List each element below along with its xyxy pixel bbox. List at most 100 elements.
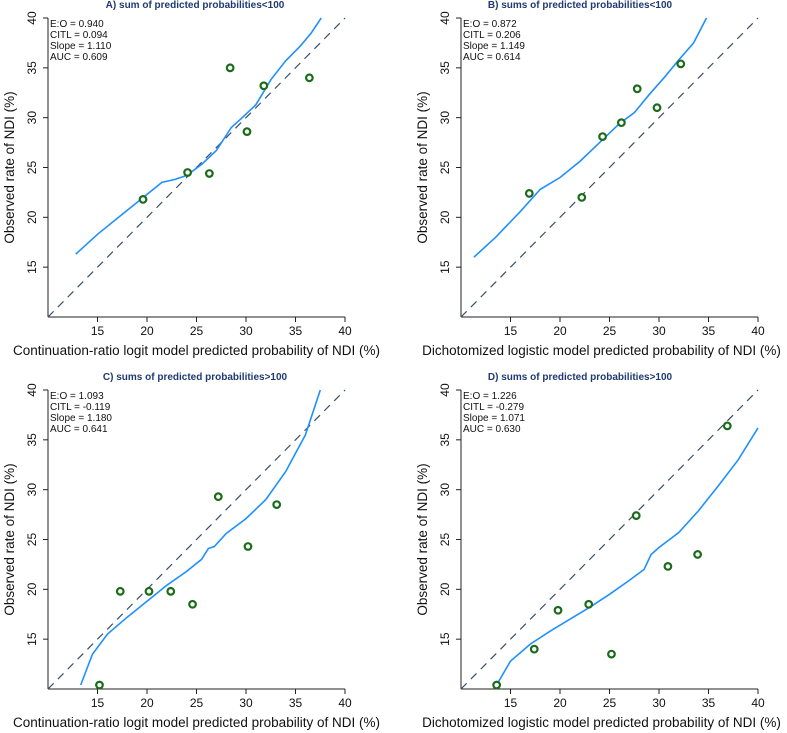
data-point — [693, 550, 703, 559]
x-tick-label: 35 — [702, 696, 716, 710]
stat-line: CITL = -0.119 — [50, 402, 111, 413]
y-axis-label: Observed rate of NDI (%) — [415, 463, 430, 615]
data-point — [598, 132, 607, 142]
stat-line: Slope = 1.071 — [463, 413, 525, 424]
data-point — [304, 73, 314, 83]
reference-diagonal — [460, 17, 759, 318]
x-tick-label: 30 — [652, 324, 666, 338]
x-axis-label: Continuation-ratio logit model predicted… — [13, 343, 380, 358]
data-point — [676, 59, 686, 69]
data-point — [115, 586, 125, 596]
data-point — [213, 492, 223, 502]
calibration-curve — [495, 427, 759, 686]
data-point — [144, 586, 154, 596]
panel-title: C) sums of predicted probabilities>100 — [103, 372, 288, 383]
calibration-panel-b: B) sums of predicted probabilities<100 15… — [415, 0, 781, 358]
y-tick-label: 40 — [25, 11, 39, 25]
data-point — [524, 189, 534, 198]
data-point — [577, 192, 587, 202]
data-point — [272, 500, 282, 510]
data-point — [242, 127, 252, 137]
y-tick-label: 15 — [438, 260, 452, 274]
calibration-curve — [79, 389, 322, 686]
x-tick-label: 25 — [190, 696, 204, 710]
y-tick-label: 40 — [438, 11, 452, 25]
y-tick-label: 25 — [438, 161, 452, 175]
x-tick-label: 25 — [603, 324, 617, 338]
y-tick-label: 20 — [438, 210, 452, 224]
x-tick-label: 30 — [239, 696, 253, 710]
x-tick-label: 25 — [603, 696, 617, 710]
x-tick-label: 20 — [140, 324, 154, 338]
data-point — [584, 599, 594, 609]
y-tick-label: 25 — [25, 161, 39, 175]
data-point — [166, 586, 176, 596]
x-tick-label: 15 — [91, 696, 105, 710]
stat-line: E:O = 1.226 — [463, 391, 517, 402]
stat-line: E:O = 0.940 — [50, 19, 104, 30]
x-tick-label: 40 — [751, 696, 765, 710]
data-point — [652, 103, 662, 113]
calibration-curve — [473, 17, 708, 258]
y-tick-label: 35 — [25, 433, 39, 447]
stat-line: CITL = -0.279 — [463, 402, 524, 413]
x-axis-label: Continuation-ratio logit model predicted… — [13, 715, 380, 730]
y-tick-label: 30 — [25, 483, 39, 497]
y-tick-label: 20 — [25, 582, 39, 596]
data-point — [529, 644, 539, 654]
y-tick-label: 25 — [438, 533, 452, 547]
y-tick-label: 35 — [438, 433, 452, 447]
x-tick-label: 25 — [190, 324, 204, 338]
reference-diagonal — [460, 389, 759, 690]
stat-line: AUC = 0.614 — [463, 52, 521, 63]
x-tick-label: 20 — [140, 696, 154, 710]
x-tick-label: 15 — [504, 696, 518, 710]
data-point — [95, 680, 104, 690]
data-point — [553, 605, 563, 615]
panel-title: B) sums of predicted probabilities<100 — [488, 0, 673, 11]
x-tick-label: 15 — [504, 324, 518, 338]
stat-line: CITL = 0.094 — [50, 30, 108, 41]
data-point — [631, 511, 641, 520]
x-axis-label: Dichotomized logistic model predicted pr… — [422, 343, 781, 358]
panel-title: D) sums of predicted probabilities>100 — [488, 372, 673, 383]
data-point — [607, 649, 616, 659]
calibration-panel-c: C) sums of predicted probabilities>100 15… — [2, 372, 380, 730]
data-point — [188, 599, 197, 609]
data-point — [225, 63, 235, 73]
data-point — [138, 194, 148, 204]
stat-line: AUC = 0.630 — [463, 424, 521, 435]
data-point — [632, 84, 642, 94]
x-axis-label: Dichotomized logistic model predicted pr… — [422, 715, 781, 730]
y-axis-label: Observed rate of NDI (%) — [2, 463, 17, 615]
y-tick-label: 25 — [25, 533, 39, 547]
x-tick-label: 40 — [338, 696, 352, 710]
x-tick-label: 20 — [553, 324, 567, 338]
stat-line: E:O = 1.093 — [50, 391, 104, 402]
calibration-curve — [75, 17, 322, 255]
y-axis-label: Observed rate of NDI (%) — [415, 91, 430, 243]
calibration-panel-a: A) sum of predicted probabilities<100 15 2… — [2, 0, 380, 358]
y-tick-label: 15 — [25, 260, 39, 274]
x-tick-label: 30 — [652, 696, 666, 710]
x-tick-label: 40 — [751, 324, 765, 338]
x-tick-label: 35 — [289, 324, 303, 338]
data-point — [183, 168, 192, 177]
y-axis-label: Observed rate of NDI (%) — [2, 91, 17, 243]
y-tick-label: 35 — [438, 61, 452, 75]
reference-diagonal — [47, 389, 346, 690]
data-point — [616, 118, 626, 128]
y-tick-label: 20 — [25, 210, 39, 224]
stat-line: E:O = 0.872 — [463, 19, 517, 30]
stat-line: AUC = 0.609 — [50, 52, 108, 63]
data-point — [492, 680, 502, 690]
stat-line: AUC = 0.641 — [50, 424, 108, 435]
data-point — [243, 542, 253, 551]
stat-line: CITL = 0.206 — [463, 30, 521, 41]
y-tick-label: 15 — [25, 632, 39, 646]
x-tick-label: 40 — [338, 324, 352, 338]
data-point — [722, 421, 732, 431]
x-tick-label: 15 — [91, 324, 105, 338]
y-tick-label: 30 — [438, 111, 452, 125]
